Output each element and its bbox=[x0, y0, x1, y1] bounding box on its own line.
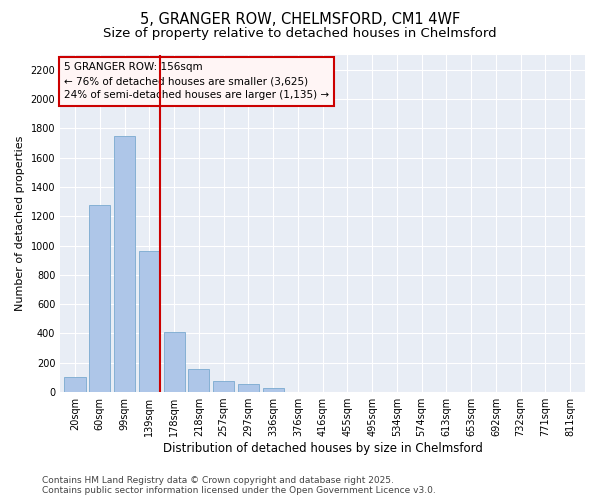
Text: Size of property relative to detached houses in Chelmsford: Size of property relative to detached ho… bbox=[103, 28, 497, 40]
Text: 5 GRANGER ROW: 156sqm
← 76% of detached houses are smaller (3,625)
24% of semi-d: 5 GRANGER ROW: 156sqm ← 76% of detached … bbox=[64, 62, 329, 100]
Bar bbox=[114, 136, 135, 392]
Y-axis label: Number of detached properties: Number of detached properties bbox=[15, 136, 25, 311]
Bar bbox=[89, 205, 110, 392]
Bar bbox=[213, 381, 234, 392]
Bar bbox=[64, 378, 86, 392]
Text: Contains HM Land Registry data © Crown copyright and database right 2025.
Contai: Contains HM Land Registry data © Crown c… bbox=[42, 476, 436, 495]
Bar bbox=[263, 388, 284, 392]
X-axis label: Distribution of detached houses by size in Chelmsford: Distribution of detached houses by size … bbox=[163, 442, 482, 455]
Bar bbox=[238, 384, 259, 392]
Bar bbox=[139, 252, 160, 392]
Bar bbox=[164, 332, 185, 392]
Bar bbox=[188, 368, 209, 392]
Text: 5, GRANGER ROW, CHELMSFORD, CM1 4WF: 5, GRANGER ROW, CHELMSFORD, CM1 4WF bbox=[140, 12, 460, 28]
